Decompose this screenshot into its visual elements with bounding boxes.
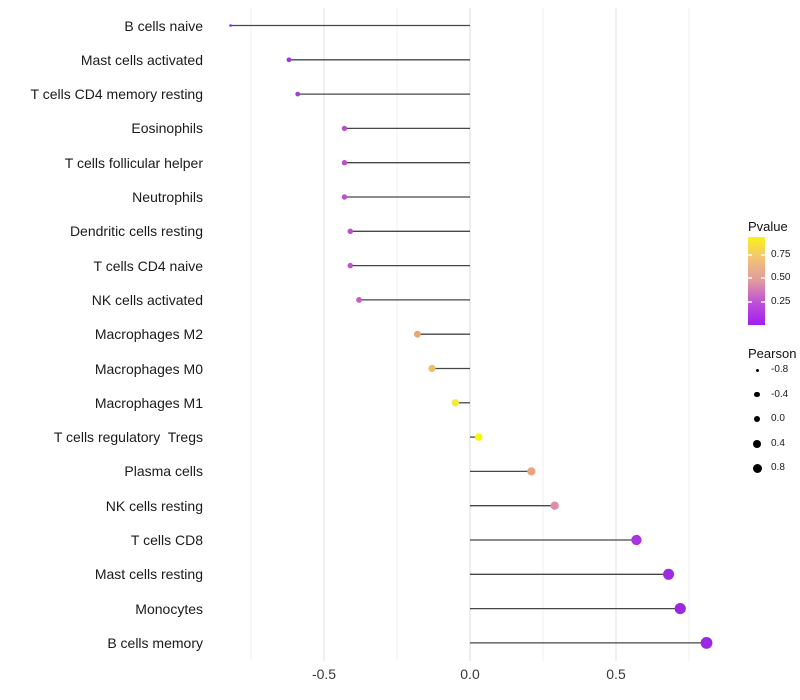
lollipop-dot (674, 603, 686, 615)
y-axis-label: Neutrophils (132, 189, 203, 205)
y-axis-label: T cells regulatory Tregs (53, 429, 203, 446)
y-axis-label: NK cells resting (105, 497, 203, 514)
pvalue-legend-title: Pvalue (748, 219, 788, 234)
y-axis-label: B cells memory (107, 634, 203, 651)
pvalue-colorbar (748, 237, 765, 325)
lollipop-dot (527, 467, 536, 476)
size-legend-dot (753, 415, 761, 423)
lollipop-dot (341, 125, 348, 132)
y-axis-label: Macrophages M1 (94, 394, 203, 411)
y-axis-label: Macrophages M0 (94, 360, 203, 377)
y-axis-label: T cells CD8 (130, 532, 203, 548)
colorbar-tick (748, 300, 752, 303)
lollipop-dot (341, 160, 348, 166)
lollipop-dot (356, 297, 362, 303)
lollipop-dot (229, 24, 232, 27)
colorbar-tick-label: 0.50 (771, 272, 791, 284)
colorbar-tick (761, 300, 765, 303)
y-axis-label: NK cells activated (91, 291, 203, 308)
colorbar-tick (748, 277, 752, 280)
colorbar-tick (761, 277, 765, 280)
size-legend-dot (752, 463, 762, 473)
colorbar-tick (748, 253, 752, 256)
size-legend-label: -0.8 (771, 364, 789, 375)
lollipop-dot (286, 57, 292, 63)
lollipop-dot (631, 534, 642, 546)
x-axis-tick-label: 0.5 (606, 666, 626, 682)
size-legend-dot (754, 391, 760, 398)
lollipop-dot (550, 501, 559, 510)
y-axis-label: Eosinophils (131, 120, 203, 137)
x-axis-tick-label: 0.0 (460, 666, 480, 682)
y-axis-label: T cells CD4 memory resting (30, 86, 203, 103)
lollipop-dot (700, 637, 713, 649)
lollipop-dot (663, 568, 675, 580)
lollipop-dot (428, 364, 436, 373)
pearson-legend-title: Pearson (748, 346, 797, 361)
lollipop-dot (295, 91, 301, 97)
y-axis-label: Plasma cells (124, 463, 203, 480)
lollipop-dot (474, 433, 483, 441)
size-legend-label: 0.4 (771, 437, 785, 449)
y-axis-label: T cells CD4 naive (93, 257, 203, 274)
lollipop-dot (347, 262, 354, 269)
y-axis-label: T cells follicular helper (64, 154, 203, 171)
y-axis-label: Mast cells resting (94, 566, 203, 583)
y-axis-label: Mast cells activated (80, 51, 203, 68)
y-axis-label: Macrophages M2 (94, 326, 203, 343)
size-legend-label: -0.4 (771, 388, 789, 400)
lollipop-dot (341, 194, 348, 200)
y-axis-label: B cells naive (124, 17, 203, 34)
y-axis-label: Monocytes (135, 600, 203, 617)
size-legend-dot (753, 439, 761, 448)
size-legend-label: 0.0 (771, 413, 785, 424)
lollipop-dot (347, 228, 354, 235)
lollipop-dot (451, 399, 460, 407)
colorbar-tick (761, 253, 765, 256)
colorbar-tick-label: 0.25 (771, 295, 791, 307)
x-axis-tick-label: -0.5 (311, 666, 337, 682)
lollipop-dot (413, 330, 421, 338)
y-axis-label: Dendritic cells resting (69, 223, 203, 240)
colorbar-tick-label: 0.75 (771, 248, 791, 260)
size-legend-label: 0.8 (771, 462, 785, 473)
size-legend-dot (755, 368, 759, 372)
